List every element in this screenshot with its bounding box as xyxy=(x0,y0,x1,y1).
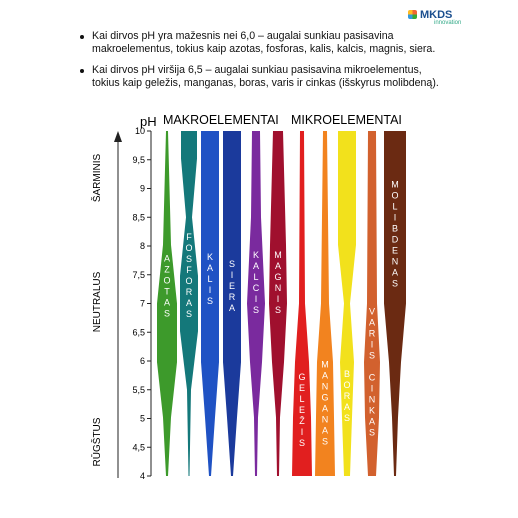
y-tick-label: 6 xyxy=(140,356,145,366)
band-label: GELEŽIS xyxy=(297,372,307,449)
band-label: KALCIS xyxy=(251,250,261,316)
y-tick-label: 5,5 xyxy=(132,385,145,395)
y-tick-label: 6,5 xyxy=(132,327,145,337)
y-tick-label: 4,5 xyxy=(132,442,145,452)
side-label: NEUTRALUS xyxy=(92,271,103,332)
arrow-head xyxy=(114,131,122,142)
y-tick-label: 9 xyxy=(140,184,145,194)
nutrient-band xyxy=(384,131,406,476)
nutrient-band xyxy=(269,131,287,476)
nutrient-band xyxy=(292,131,312,476)
side-label: RŪGŠTUS xyxy=(90,417,103,466)
band-label: MOLIBDENAS xyxy=(390,180,400,290)
nutrient-band xyxy=(157,131,177,476)
y-tick-label: 7,5 xyxy=(132,270,145,280)
logo-name: MKDS xyxy=(420,9,453,21)
nutrient-band xyxy=(364,131,380,476)
y-tick-label: 5 xyxy=(140,414,145,424)
nutrient-band xyxy=(180,131,198,476)
y-axis-label: pH xyxy=(140,114,157,129)
band-label: MAGNIS xyxy=(273,250,283,316)
band-label: BORAS xyxy=(342,369,352,424)
band-label: FOSFORAS xyxy=(184,232,194,320)
group-label: MIKROELEMENTAI xyxy=(291,113,402,127)
bullet-list: Kai dirvos pH yra mažesnis nei 6,0 – aug… xyxy=(78,30,448,98)
band-label: AZOTAS xyxy=(162,253,172,319)
logo-tagline: innovation xyxy=(434,20,462,26)
nutrient-band xyxy=(223,131,241,476)
nutrient-band xyxy=(247,131,265,476)
nutrient-band xyxy=(201,131,219,476)
y-tick-label: 9,5 xyxy=(132,155,145,165)
bullet: Kai dirvos pH yra mažesnis nei 6,0 – aug… xyxy=(78,30,448,56)
band-label: VARIS CINKAS xyxy=(367,307,377,439)
band-label: SIERA xyxy=(227,259,237,314)
band-label: MANGANAS xyxy=(320,360,330,448)
y-tick-label: 4 xyxy=(140,471,145,481)
y-tick-label: 8,5 xyxy=(132,212,145,222)
band-label: KALIS xyxy=(205,252,215,307)
y-tick-label: 7 xyxy=(140,299,145,309)
nutrient-band xyxy=(338,131,356,476)
side-label: ŠARMINIS xyxy=(90,154,103,203)
y-tick-label: 8 xyxy=(140,241,145,251)
group-label: MAKROELEMENTAI xyxy=(163,113,279,127)
bullet: Kai dirvos pH viršija 6,5 – augalai sunk… xyxy=(78,64,448,90)
logo: MKDS innovation xyxy=(408,9,461,26)
y-tick-label: 10 xyxy=(135,126,145,136)
nutrient-band xyxy=(315,131,335,476)
